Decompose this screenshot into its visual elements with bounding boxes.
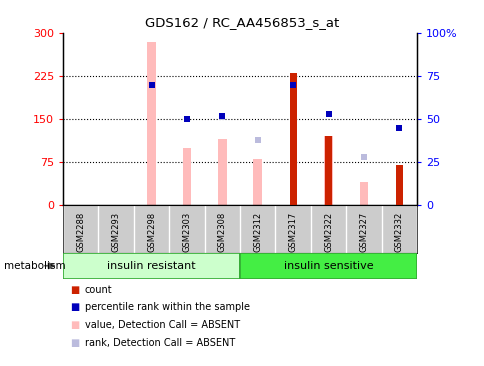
Bar	[323, 136, 333, 205]
Bar	[359, 182, 368, 205]
Bar	[253, 159, 262, 205]
Text: GSM2308: GSM2308	[217, 212, 227, 252]
Text: count: count	[85, 285, 112, 295]
Text: ■: ■	[70, 285, 80, 295]
Text: GSM2317: GSM2317	[288, 212, 297, 252]
Text: GSM2293: GSM2293	[111, 212, 121, 252]
Text: GSM2327: GSM2327	[359, 212, 368, 252]
Bar	[395, 165, 402, 205]
Text: GSM2288: GSM2288	[76, 212, 85, 252]
Bar	[182, 147, 191, 205]
Text: ■: ■	[70, 302, 80, 313]
Text: insulin resistant: insulin resistant	[107, 261, 196, 271]
Text: ■: ■	[70, 337, 80, 348]
Text: GSM2312: GSM2312	[253, 212, 262, 252]
Bar	[289, 73, 296, 205]
Text: metabolism: metabolism	[4, 261, 65, 271]
Text: GSM2298: GSM2298	[147, 212, 156, 252]
Bar	[147, 42, 156, 205]
Bar	[240, 253, 416, 279]
Text: GSM2332: GSM2332	[394, 212, 403, 252]
Text: ■: ■	[70, 320, 80, 330]
Text: GSM2303: GSM2303	[182, 212, 191, 252]
Text: value, Detection Call = ABSENT: value, Detection Call = ABSENT	[85, 320, 240, 330]
Text: percentile rank within the sample: percentile rank within the sample	[85, 302, 249, 313]
Text: GSM2322: GSM2322	[323, 212, 333, 252]
Text: GDS162 / RC_AA456853_s_at: GDS162 / RC_AA456853_s_at	[145, 16, 339, 30]
Bar	[324, 136, 332, 205]
Text: rank, Detection Call = ABSENT: rank, Detection Call = ABSENT	[85, 337, 235, 348]
Bar	[217, 139, 227, 205]
Bar	[63, 253, 240, 279]
Text: insulin sensitive: insulin sensitive	[283, 261, 373, 271]
